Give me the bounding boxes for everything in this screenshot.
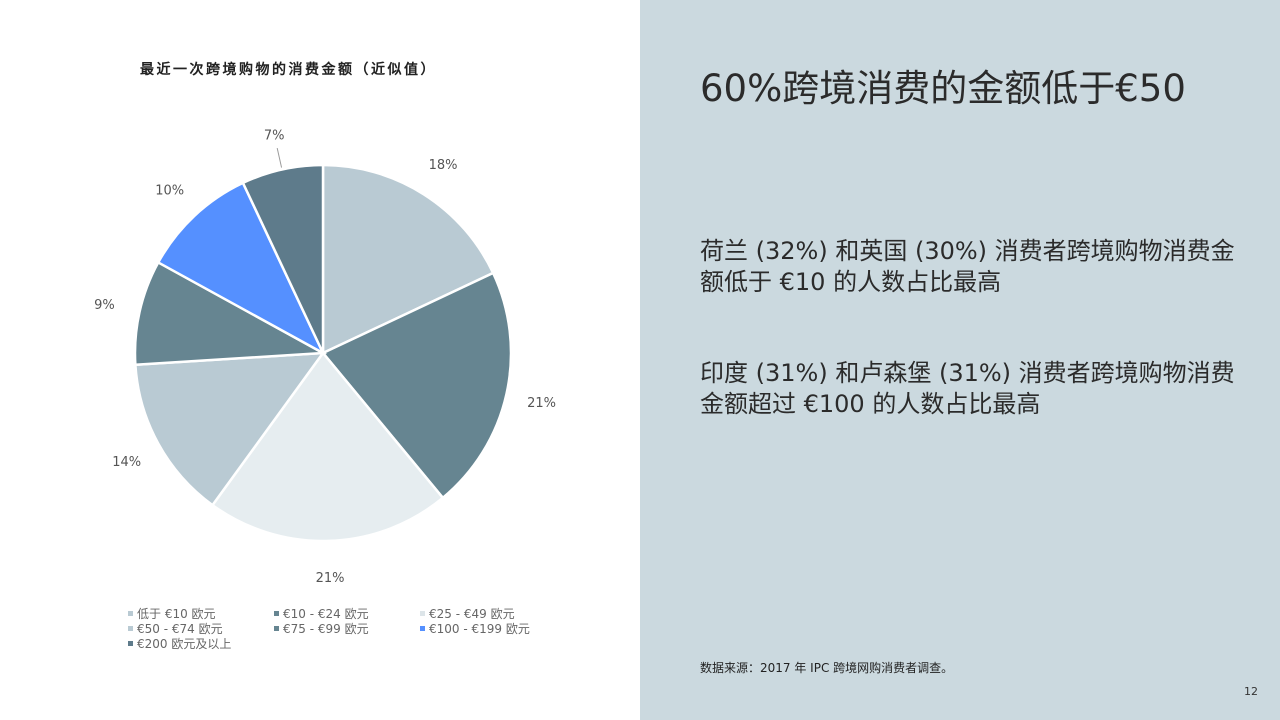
slice-label: 7% [264,128,285,143]
legend-swatch [420,611,425,616]
pie-chart: 18% 21% 21% 14% 9% 10% 7% [94,128,556,586]
legend-item: €200 欧元及以上 [128,637,231,651]
legend-swatch [128,641,133,646]
stat-india-luxembourg: 印度 (31%) 和卢森堡 (31%) 消费者跨境购物消费金额超过 €100 的… [700,359,1235,418]
stat-netherlands-uk: 荷兰 (32%) 和英国 (30%) 消费者跨境购物消费金额低于 €10 的人数… [700,237,1235,296]
legend-label: 低于 €10 欧元 [137,607,216,621]
legend-item: €100 - €199 欧元 [420,622,530,636]
legend-swatch [420,626,425,631]
legend-swatch [128,611,133,616]
legend-item: €75 - €99 欧元 [274,622,369,636]
pie-slice [156,181,326,356]
legend-label: €50 - €74 欧元 [137,622,223,636]
legend-swatch [128,626,133,631]
pie-slice [241,163,325,354]
slice-label: 21% [316,571,345,586]
label-leader-line [276,147,283,168]
slice-label: 14% [112,455,141,470]
headline: 60%跨境消费的金额低于€50 [700,67,1186,110]
legend-label: €200 欧元及以上 [137,637,232,651]
slice-label: 10% [155,184,184,199]
legend-label: €25 - €49 欧元 [429,607,515,621]
legend-swatch [274,611,279,616]
legend-item: €25 - €49 欧元 [420,607,515,621]
legend-swatch [274,626,279,631]
pie-slice [133,260,328,367]
summary-panel [640,0,1280,720]
pie-slice [210,350,445,543]
pie-slice [321,163,495,355]
slice-label: 18% [429,158,458,173]
legend-item: 低于 €10 欧元 [128,607,216,621]
legend-label: €10 - €24 欧元 [283,607,369,621]
legend-label: €100 - €199 欧元 [429,622,530,636]
page-number: 12 [1244,685,1258,698]
legend-label: €75 - €99 欧元 [283,622,369,636]
pie-slice [321,271,513,500]
chart-title: 最近一次跨境购物的消费金额（近似值） [140,62,437,78]
pie-slice [134,351,326,507]
data-source-note: 数据来源：2017 年 IPC 跨境网购消费者调查。 [700,661,954,675]
slice-label: 9% [94,298,115,313]
chart-panel: 最近一次跨境购物的消费金额（近似值） 18% 21% 21% 14% 9% 10% 7% 低… [94,62,557,651]
legend-item: €10 - €24 欧元 [274,607,369,621]
slice-label: 21% [527,396,556,411]
legend-item: €50 - €74 欧元 [128,622,223,636]
